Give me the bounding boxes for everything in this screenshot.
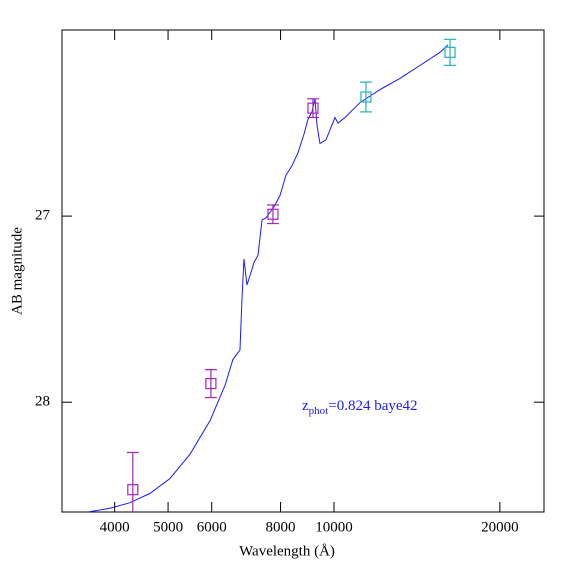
annotation: zphot=0.824 baye42 xyxy=(302,398,418,416)
x-tick-label: 20000 xyxy=(481,519,519,535)
data-point xyxy=(204,369,217,399)
data-point xyxy=(359,81,372,113)
x-tick-label: 4000 xyxy=(100,519,130,535)
y-axis-label: AB magnitude xyxy=(9,227,25,315)
annotation-rest: =0.824 baye42 xyxy=(328,398,417,414)
annotation-sub: phot xyxy=(309,405,329,417)
annotation-main: z xyxy=(302,398,309,414)
x-tick-label: 5000 xyxy=(153,519,183,535)
x-tick-label: 6000 xyxy=(197,519,227,535)
y-tick-label: 28 xyxy=(35,394,50,410)
x-tick-label: 8000 xyxy=(266,519,296,535)
model-line xyxy=(87,44,449,512)
plot-frame xyxy=(61,29,545,513)
y-tick-label: 27 xyxy=(35,208,51,224)
data-point xyxy=(444,38,457,66)
x-tick-label: 10000 xyxy=(315,519,353,535)
x-axis-label: Wavelength (Å) xyxy=(239,543,335,559)
data-point xyxy=(266,204,279,225)
data-point xyxy=(306,98,319,119)
data-point xyxy=(126,451,139,512)
